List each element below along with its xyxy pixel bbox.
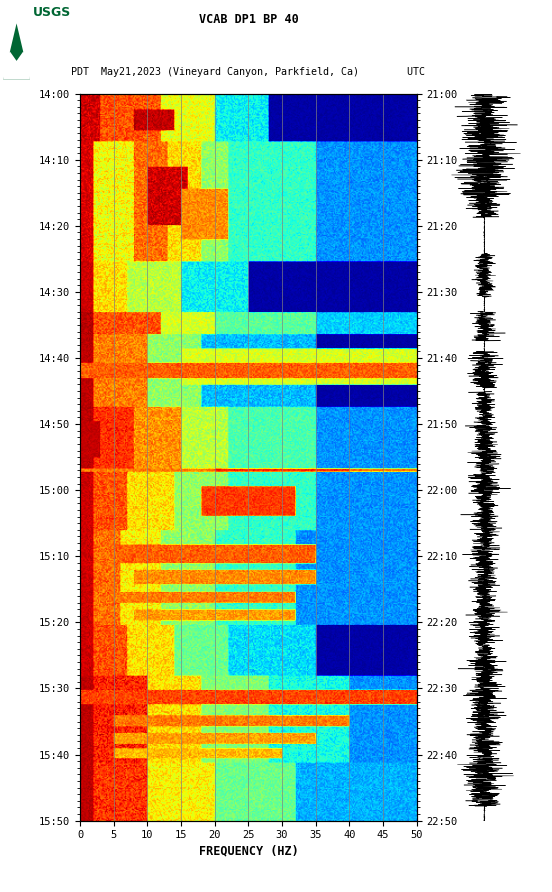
- Text: USGS: USGS: [33, 5, 71, 19]
- Polygon shape: [3, 23, 30, 79]
- Text: PDT  May21,2023 (Vineyard Canyon, Parkfield, Ca)        UTC: PDT May21,2023 (Vineyard Canyon, Parkfie…: [71, 67, 426, 77]
- X-axis label: FREQUENCY (HZ): FREQUENCY (HZ): [199, 845, 298, 857]
- Polygon shape: [3, 52, 30, 79]
- Text: VCAB DP1 BP 40: VCAB DP1 BP 40: [199, 13, 298, 26]
